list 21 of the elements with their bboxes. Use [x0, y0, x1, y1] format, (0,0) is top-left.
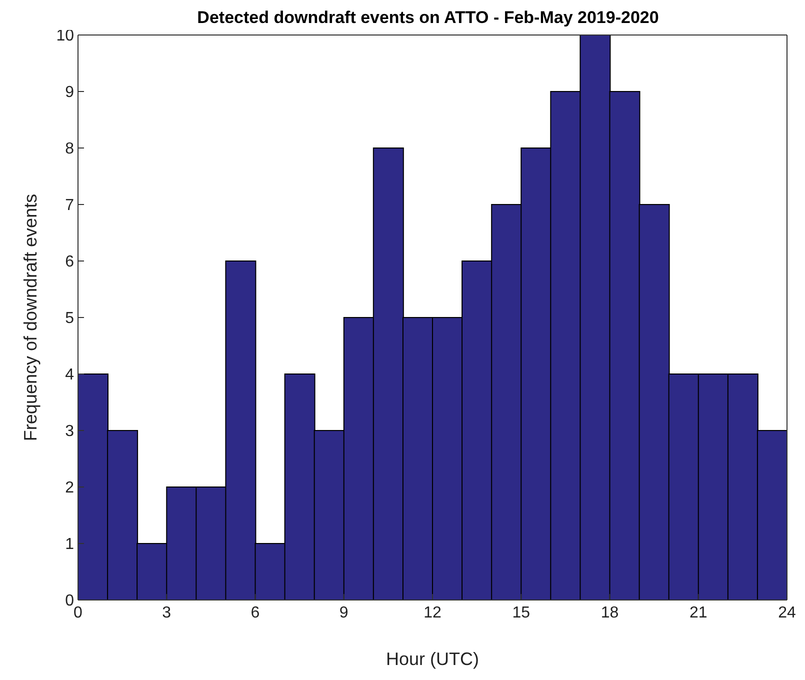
x-tick-label: 9 [339, 604, 348, 622]
y-tick-label: 2 [65, 480, 74, 497]
x-tick-label: 3 [162, 604, 172, 622]
y-tick-label: 5 [65, 310, 74, 328]
x-axis-title: Hour (UTC) [386, 648, 479, 669]
y-axis-title: Frequency of downdraft events [20, 194, 40, 442]
x-tick-label: 21 [689, 604, 708, 622]
y-tick-label: 9 [65, 84, 74, 102]
y-tick-label: 6 [65, 254, 74, 271]
x-tick-label: 18 [600, 604, 619, 622]
x-tick-label: 24 [778, 604, 796, 622]
y-tick-label: 4 [65, 366, 74, 384]
y-tick-label: 1 [65, 536, 74, 554]
x-tick-label: 6 [250, 604, 260, 622]
y-tick-label: 3 [65, 423, 74, 440]
x-tick-label: 12 [424, 604, 442, 622]
y-tick-label: 0 [65, 592, 74, 610]
y-tick-label: 7 [65, 197, 74, 214]
x-tick-label: 15 [512, 604, 530, 622]
chart-title: Detected downdraft events on ATTO - Feb-May 2019-2020 [197, 8, 659, 27]
y-tick-label: 8 [65, 140, 74, 158]
